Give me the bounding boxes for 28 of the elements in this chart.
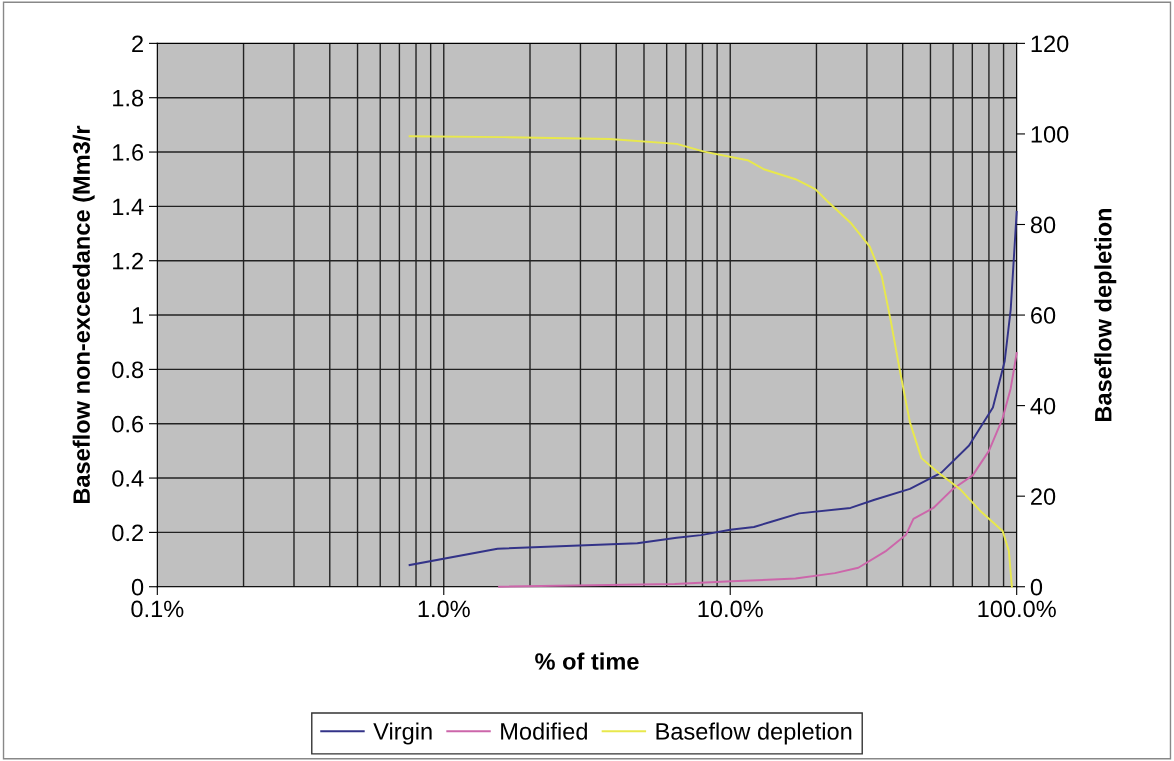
y2-axis-title: Baseflow depletion	[1094, 208, 1117, 422]
y-tick-label: 0.8	[112, 361, 144, 379]
y-tick-label: 1.4	[113, 198, 144, 215]
x-tick-label: 0.1%	[131, 600, 184, 618]
y-tick-label: 0.2	[112, 524, 143, 542]
x-tick-label: 10.0%	[698, 600, 763, 618]
y2-tick-label: 60	[1031, 307, 1056, 324]
y-tick-label: 1.8	[113, 89, 144, 107]
legend-label: Baseflow depletion	[656, 722, 852, 745]
x-tick-label: 1.0%	[418, 600, 470, 618]
legend-label: Virgin	[373, 722, 432, 745]
y-tick-label: 0.4	[112, 470, 144, 487]
legend-label: Modified	[501, 722, 587, 740]
y-tick-label: 1	[132, 307, 143, 324]
y-tick-label: 1.6	[113, 144, 144, 161]
x-axis-title: % of time	[535, 652, 639, 670]
y-tick-label: 0	[131, 578, 144, 596]
y-tick-label: 1.2	[113, 252, 143, 270]
y-axis-title: Baseflow non-exceedance (Mm3/r	[72, 125, 95, 504]
x-tick-label: 100.0%	[978, 600, 1056, 618]
y2-tick-label: 20	[1031, 488, 1056, 505]
y2-tick-label: 0	[1030, 578, 1043, 596]
y2-tick-label: 100	[1031, 126, 1069, 143]
y-tick-label: 2	[132, 35, 143, 52]
y2-tick-label: 80	[1030, 216, 1056, 234]
y-tick-label: 0.6	[112, 415, 144, 433]
y2-tick-label: 120	[1031, 35, 1069, 53]
y2-tick-label: 40	[1030, 397, 1056, 415]
